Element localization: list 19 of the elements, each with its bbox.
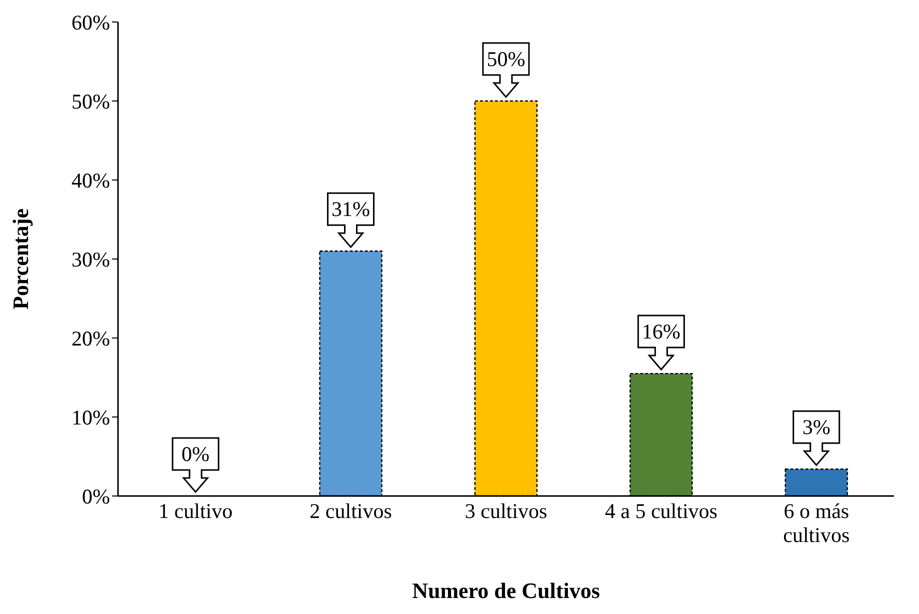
y-tick-label: 40% bbox=[72, 168, 110, 192]
data-label: 0% bbox=[182, 442, 210, 466]
y-tick-label: 30% bbox=[72, 247, 110, 272]
y-tick-label: 0% bbox=[82, 484, 110, 508]
x-tick-label: 2 cultivos bbox=[310, 499, 392, 523]
y-tick-label: 10% bbox=[72, 405, 110, 430]
y-tick-label: 60% bbox=[72, 10, 110, 34]
x-tick-label: 6 o más cultivos bbox=[783, 499, 850, 547]
data-label: 31% bbox=[332, 197, 370, 222]
y-axis-title: Porcentaje bbox=[8, 208, 33, 310]
x-tick-label: 3 cultivos bbox=[464, 499, 548, 523]
data-label: 16% bbox=[642, 320, 680, 344]
x-tick-label: 1 cultivo bbox=[158, 499, 233, 523]
x-axis-title: Numero de Cultivos bbox=[412, 578, 600, 603]
data-label: 3% bbox=[802, 415, 830, 440]
y-tick-label: 50% bbox=[72, 89, 110, 114]
x-tick-label: 4 a 5 cultivos bbox=[604, 499, 718, 523]
data-label: 50% bbox=[486, 47, 526, 71]
y-tick-label: 20% bbox=[72, 326, 110, 350]
